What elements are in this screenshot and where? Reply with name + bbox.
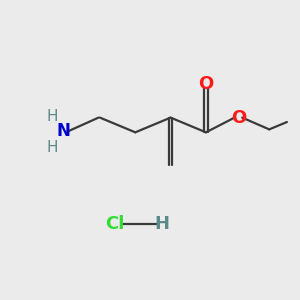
Text: H: H xyxy=(46,109,58,124)
Text: O: O xyxy=(198,75,214,93)
Text: H: H xyxy=(46,140,58,154)
Text: O: O xyxy=(231,109,246,127)
Text: N: N xyxy=(56,122,70,140)
Text: Cl: Cl xyxy=(105,214,124,232)
Text: H: H xyxy=(154,214,169,232)
